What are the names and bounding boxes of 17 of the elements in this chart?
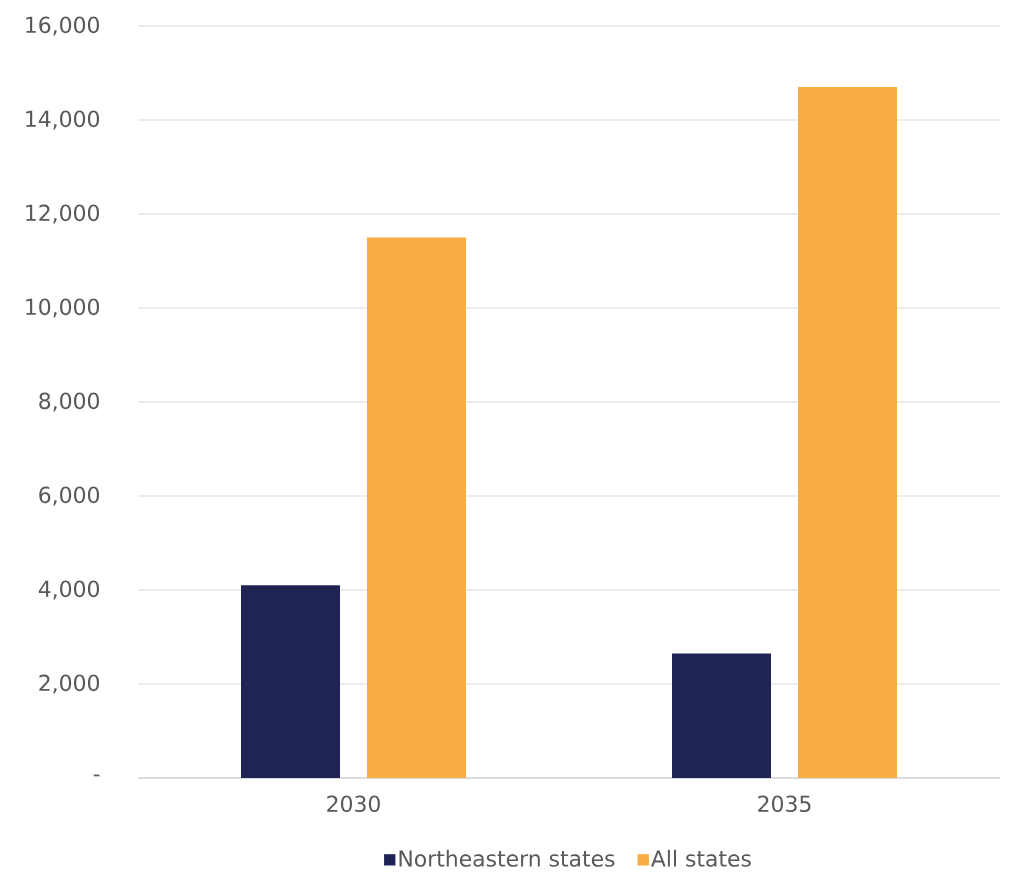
y-tick-label: 14,000 xyxy=(26,110,100,130)
x-tick-label: 2030 xyxy=(327,795,380,813)
y-tick-label: 10,000 xyxy=(26,298,100,318)
y-tick-label: 2,000 xyxy=(39,674,100,694)
y-tick-label: 4,000 xyxy=(38,580,100,600)
bar xyxy=(367,237,466,778)
legend-label: All states xyxy=(651,849,751,867)
y-tick-label: 8,000 xyxy=(39,392,100,412)
legend-label: Northeastern states xyxy=(399,849,615,867)
bar xyxy=(241,585,340,778)
y-tick-label: - xyxy=(93,774,100,777)
x-tick-label: 2035 xyxy=(758,795,811,813)
y-tick-label: 6,000 xyxy=(39,486,100,506)
y-tick-label: 12,000 xyxy=(26,204,100,224)
bar xyxy=(798,87,898,778)
bar xyxy=(672,653,772,778)
y-tick-label: 16,000 xyxy=(26,16,100,36)
